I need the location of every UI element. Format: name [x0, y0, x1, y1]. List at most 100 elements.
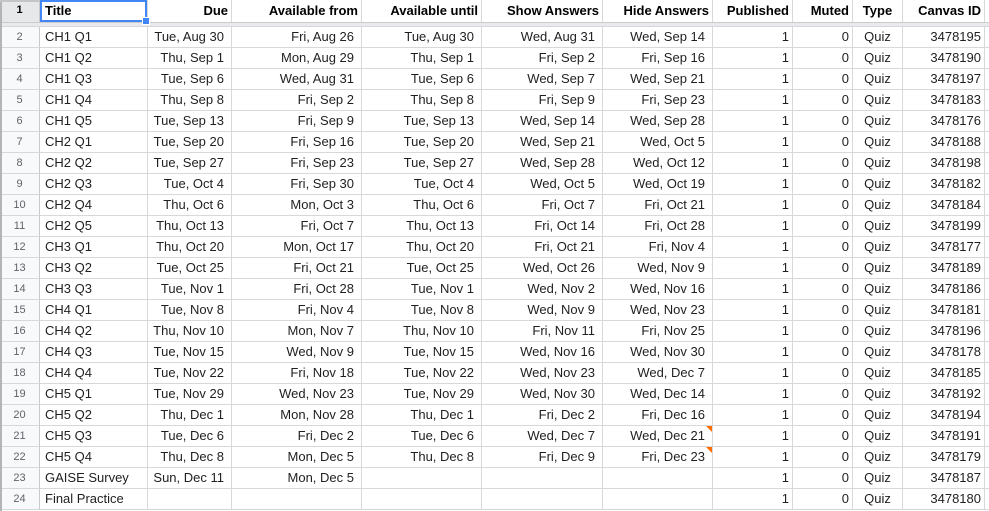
cell-r1-available_from[interactable]: Available from — [232, 0, 362, 22]
cell-r2-available_until[interactable]: Tue, Aug 30 — [362, 27, 482, 48]
cell-r6-muted[interactable]: 0 — [793, 111, 853, 132]
cell-r5-due[interactable]: Thu, Sep 8 — [148, 90, 232, 111]
filler-cell[interactable] — [985, 27, 989, 48]
cell-r18-published[interactable]: 1 — [713, 363, 793, 384]
cell-r11-canvas_id[interactable]: 3478199 — [903, 216, 985, 237]
cell-r21-title[interactable]: CH5 Q3 — [40, 426, 148, 447]
cell-r4-muted[interactable]: 0 — [793, 69, 853, 90]
cell-r18-canvas_id[interactable]: 3478185 — [903, 363, 985, 384]
cell-r13-due[interactable]: Tue, Oct 25 — [148, 258, 232, 279]
cell-r13-published[interactable]: 1 — [713, 258, 793, 279]
filler-cell[interactable] — [985, 405, 989, 426]
cell-r7-type[interactable]: Quiz — [853, 132, 903, 153]
cell-r24-available_from[interactable] — [232, 489, 362, 510]
cell-r1-muted[interactable]: Muted — [793, 0, 853, 22]
row-header-7[interactable]: 7 — [0, 132, 40, 153]
filler-cell[interactable] — [985, 174, 989, 195]
filler-cell[interactable] — [985, 279, 989, 300]
cell-r12-show_answers[interactable]: Fri, Oct 21 — [482, 237, 603, 258]
cell-r14-hide_answers[interactable]: Wed, Nov 16 — [603, 279, 713, 300]
cell-r16-type[interactable]: Quiz — [853, 321, 903, 342]
cell-r5-type[interactable]: Quiz — [853, 90, 903, 111]
cell-r10-available_until[interactable]: Thu, Oct 6 — [362, 195, 482, 216]
cell-r9-hide_answers[interactable]: Wed, Oct 19 — [603, 174, 713, 195]
cell-r4-title[interactable]: CH1 Q3 — [40, 69, 148, 90]
cell-r1-published[interactable]: Published — [713, 0, 793, 22]
row-header-14[interactable]: 14 — [0, 279, 40, 300]
cell-r24-muted[interactable]: 0 — [793, 489, 853, 510]
cell-r3-due[interactable]: Thu, Sep 1 — [148, 48, 232, 69]
row-header-23[interactable]: 23 — [0, 468, 40, 489]
cell-r22-available_from[interactable]: Mon, Dec 5 — [232, 447, 362, 468]
cell-r22-show_answers[interactable]: Fri, Dec 9 — [482, 447, 603, 468]
cell-r11-show_answers[interactable]: Fri, Oct 14 — [482, 216, 603, 237]
cell-r18-title[interactable]: CH4 Q4 — [40, 363, 148, 384]
cell-r2-show_answers[interactable]: Wed, Aug 31 — [482, 27, 603, 48]
cell-r11-due[interactable]: Thu, Oct 13 — [148, 216, 232, 237]
cell-r2-due[interactable]: Tue, Aug 30 — [148, 27, 232, 48]
cell-r1-type[interactable]: Type — [853, 0, 903, 22]
cell-r23-published[interactable]: 1 — [713, 468, 793, 489]
cell-r18-available_until[interactable]: Tue, Nov 22 — [362, 363, 482, 384]
cell-r12-title[interactable]: CH3 Q1 — [40, 237, 148, 258]
filler-cell[interactable] — [985, 111, 989, 132]
cell-r12-hide_answers[interactable]: Fri, Nov 4 — [603, 237, 713, 258]
cell-r24-due[interactable] — [148, 489, 232, 510]
filler-cell[interactable] — [985, 258, 989, 279]
cell-r21-hide_answers[interactable]: Wed, Dec 21 — [603, 426, 713, 447]
cell-r7-due[interactable]: Tue, Sep 20 — [148, 132, 232, 153]
cell-r23-due[interactable]: Sun, Dec 11 — [148, 468, 232, 489]
cell-r23-available_from[interactable]: Mon, Dec 5 — [232, 468, 362, 489]
cell-r8-published[interactable]: 1 — [713, 153, 793, 174]
cell-r1-hide_answers[interactable]: Hide Answers — [603, 0, 713, 22]
cell-r14-title[interactable]: CH3 Q3 — [40, 279, 148, 300]
cell-r16-title[interactable]: CH4 Q2 — [40, 321, 148, 342]
cell-r7-canvas_id[interactable]: 3478188 — [903, 132, 985, 153]
cell-r5-show_answers[interactable]: Fri, Sep 9 — [482, 90, 603, 111]
cell-r15-muted[interactable]: 0 — [793, 300, 853, 321]
cell-r6-available_until[interactable]: Tue, Sep 13 — [362, 111, 482, 132]
cell-r18-hide_answers[interactable]: Wed, Dec 7 — [603, 363, 713, 384]
cell-r23-show_answers[interactable] — [482, 468, 603, 489]
cell-r8-muted[interactable]: 0 — [793, 153, 853, 174]
cell-r9-available_until[interactable]: Tue, Oct 4 — [362, 174, 482, 195]
cell-r13-hide_answers[interactable]: Wed, Nov 9 — [603, 258, 713, 279]
cell-r24-available_until[interactable] — [362, 489, 482, 510]
cell-r17-due[interactable]: Tue, Nov 15 — [148, 342, 232, 363]
cell-r18-type[interactable]: Quiz — [853, 363, 903, 384]
cell-r3-type[interactable]: Quiz — [853, 48, 903, 69]
filler-cell[interactable] — [985, 321, 989, 342]
cell-r5-hide_answers[interactable]: Fri, Sep 23 — [603, 90, 713, 111]
cell-r6-canvas_id[interactable]: 3478176 — [903, 111, 985, 132]
filler-cell[interactable] — [985, 69, 989, 90]
cell-r13-type[interactable]: Quiz — [853, 258, 903, 279]
cell-r20-hide_answers[interactable]: Fri, Dec 16 — [603, 405, 713, 426]
cell-r9-due[interactable]: Tue, Oct 4 — [148, 174, 232, 195]
cell-r19-canvas_id[interactable]: 3478192 — [903, 384, 985, 405]
cell-r22-available_until[interactable]: Thu, Dec 8 — [362, 447, 482, 468]
cell-r22-title[interactable]: CH5 Q4 — [40, 447, 148, 468]
cell-r5-canvas_id[interactable]: 3478183 — [903, 90, 985, 111]
cell-r10-show_answers[interactable]: Fri, Oct 7 — [482, 195, 603, 216]
cell-r12-due[interactable]: Thu, Oct 20 — [148, 237, 232, 258]
cell-r23-type[interactable]: Quiz — [853, 468, 903, 489]
cell-r14-show_answers[interactable]: Wed, Nov 2 — [482, 279, 603, 300]
cell-r15-show_answers[interactable]: Wed, Nov 9 — [482, 300, 603, 321]
row-header-16[interactable]: 16 — [0, 321, 40, 342]
filler-cell[interactable] — [985, 153, 989, 174]
row-header-6[interactable]: 6 — [0, 111, 40, 132]
cell-r17-canvas_id[interactable]: 3478178 — [903, 342, 985, 363]
row-header-15[interactable]: 15 — [0, 300, 40, 321]
cell-r20-title[interactable]: CH5 Q2 — [40, 405, 148, 426]
cell-r3-canvas_id[interactable]: 3478190 — [903, 48, 985, 69]
cell-r10-type[interactable]: Quiz — [853, 195, 903, 216]
cell-r16-available_until[interactable]: Thu, Nov 10 — [362, 321, 482, 342]
cell-r22-published[interactable]: 1 — [713, 447, 793, 468]
cell-r4-type[interactable]: Quiz — [853, 69, 903, 90]
cell-r11-hide_answers[interactable]: Fri, Oct 28 — [603, 216, 713, 237]
cell-r21-available_until[interactable]: Tue, Dec 6 — [362, 426, 482, 447]
cell-r2-hide_answers[interactable]: Wed, Sep 14 — [603, 27, 713, 48]
filler-cell[interactable] — [985, 237, 989, 258]
cell-r24-type[interactable]: Quiz — [853, 489, 903, 510]
filler-cell[interactable] — [985, 384, 989, 405]
